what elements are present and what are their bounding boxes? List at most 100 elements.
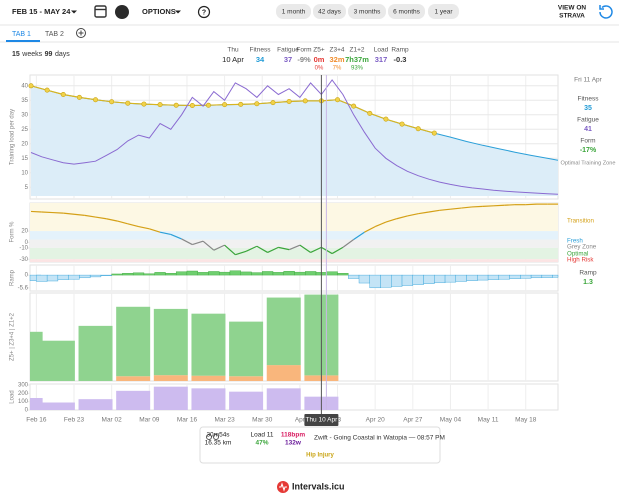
range-button[interactable] (428, 4, 459, 19)
bar (40, 340, 75, 381)
ramp-bar (487, 274, 500, 280)
ramp-bar (423, 274, 435, 284)
legend-value: 1.3 (583, 279, 593, 286)
range-button[interactable] (313, 4, 346, 19)
series-marker (205, 102, 211, 108)
ramp-bar (358, 274, 371, 284)
refresh-icon[interactable] (599, 5, 613, 19)
form-segment (310, 246, 322, 253)
add-tab[interactable] (76, 28, 86, 38)
ramp-bar (143, 273, 155, 276)
series-marker (222, 102, 228, 108)
series-marker (351, 103, 357, 109)
range-label: 1 year (434, 9, 453, 16)
form-segment (170, 233, 182, 240)
options[interactable]: OPTIONS (142, 7, 176, 16)
ramp-bar (132, 272, 145, 276)
series-marker (44, 87, 50, 93)
form-segment (138, 226, 150, 230)
strava-link[interactable]: VIEW ON (558, 5, 586, 12)
summary-weeks: 15 (12, 51, 20, 58)
strava-link[interactable]: STRAVA (559, 13, 585, 20)
activity-card[interactable] (199, 426, 441, 464)
ramp-bar (208, 271, 220, 276)
tooltip-name: Z5+ (313, 47, 325, 54)
ramp-bar (348, 274, 360, 279)
form-segment (407, 213, 419, 217)
add-tab-plus (78, 30, 84, 36)
x-tick-label: Mar 30 (252, 417, 273, 424)
ramp-bar (79, 274, 91, 279)
range-button[interactable] (388, 4, 425, 19)
bar (116, 306, 151, 377)
help-icon[interactable] (197, 5, 211, 19)
ramp-bar (36, 274, 48, 282)
ramp-bar (412, 274, 424, 285)
date-range[interactable]: FEB 15 - MAY 24 (12, 7, 71, 16)
x-tick-label: Apr 20 (366, 417, 386, 424)
form-segment (181, 238, 193, 246)
tooltip-value: 34 (256, 55, 265, 64)
calendar-icon[interactable] (94, 5, 107, 18)
form-zone (30, 259, 558, 262)
y-tick-label: 5 (25, 185, 29, 191)
bar (229, 391, 264, 410)
series-marker (157, 102, 163, 108)
form-segment (84, 214, 96, 218)
form-segment (471, 205, 483, 208)
activity-load: Load 11 (250, 432, 273, 439)
tooltip-value: -9% (297, 55, 311, 64)
series-marker (383, 116, 389, 122)
bar (191, 375, 226, 381)
y-axis-title: Training load per day (10, 109, 16, 165)
form-segment (41, 211, 53, 214)
ramp-bar (186, 270, 198, 276)
bar (30, 331, 43, 381)
tab[interactable]: TAB 2 (45, 31, 64, 38)
ramp-bar (305, 271, 317, 276)
tooltip-day: Thu (227, 47, 239, 54)
legend-name: Transition (567, 218, 594, 225)
ramp-bar (165, 273, 177, 276)
x-tick-label: Feb 23 (64, 417, 85, 424)
summary-days_unit: days (55, 51, 70, 58)
series-marker (286, 98, 292, 104)
ramp-bar (197, 272, 209, 276)
series-marker (367, 110, 373, 116)
activity-name[interactable]: Zwift - Going Coastal in Watopia — 08:57… (314, 435, 445, 442)
bar (153, 375, 188, 381)
tooltip-value: 0m (314, 55, 325, 64)
legend-name: Ramp (579, 270, 597, 277)
tab[interactable]: TAB 1 (12, 31, 31, 38)
y-tick-label: 40 (21, 83, 28, 89)
activity-hr: 118bpm (281, 432, 305, 439)
series-marker (76, 94, 82, 100)
ramp-bar (391, 274, 403, 287)
form-segment (342, 239, 355, 248)
form-segment (331, 246, 344, 255)
fitness-area (31, 85, 558, 196)
tooltip-value: 7h37m (345, 55, 369, 64)
footer-brand[interactable]: Intervals.icu (292, 481, 345, 491)
series-marker (238, 101, 244, 107)
bar (78, 399, 113, 410)
tooltip-name: Load (374, 47, 389, 54)
series-marker (270, 100, 276, 106)
ramp-bar (122, 273, 134, 276)
tooltip-name: Fitness (250, 47, 272, 54)
ramp-bar (89, 274, 102, 278)
bar (153, 308, 188, 376)
tooltip-sub: 0% (315, 66, 324, 72)
form-segment (299, 244, 311, 253)
bike-wheel (213, 434, 219, 440)
avatar[interactable] (115, 5, 129, 19)
x-tick-label: Feb 16 (26, 417, 47, 424)
series-marker (93, 97, 99, 103)
range-button[interactable] (348, 4, 386, 19)
ramp-bar (434, 274, 446, 284)
ramp-bar (541, 274, 553, 278)
range-button[interactable] (276, 4, 311, 19)
ramp-bar (498, 274, 510, 280)
y-tick-label: 20 (21, 141, 28, 147)
legend-name: Fatigue (577, 117, 599, 124)
